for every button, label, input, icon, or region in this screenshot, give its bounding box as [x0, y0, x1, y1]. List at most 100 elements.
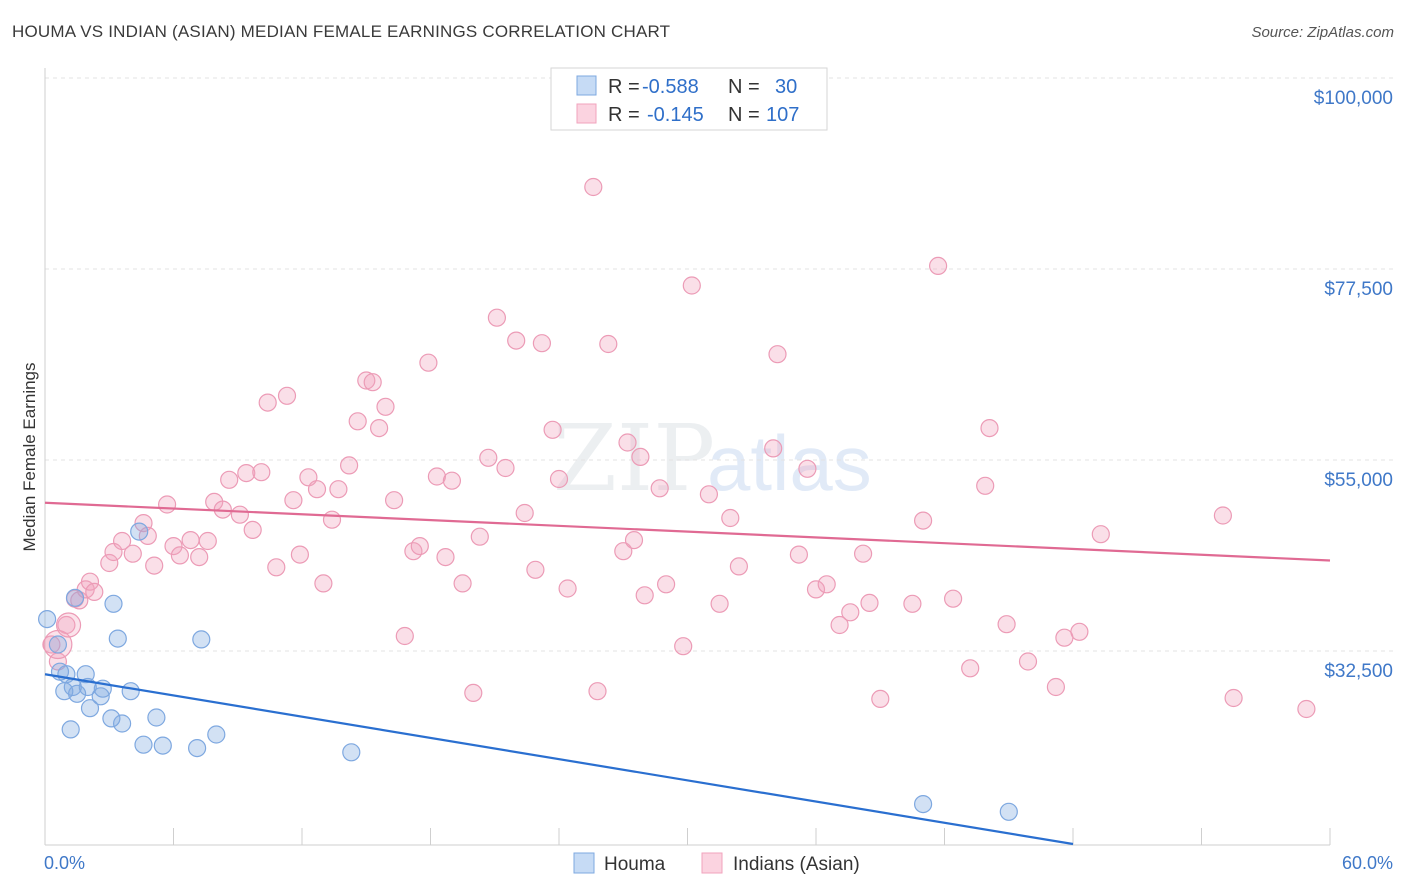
svg-text:ZIP: ZIP	[553, 405, 715, 512]
x-tick-marks	[173, 828, 1331, 845]
legend-label-indians: Indians (Asian)	[733, 854, 860, 875]
zipatlas-watermark: ZIP atlas	[553, 405, 872, 512]
indians-point	[1070, 622, 1089, 641]
houma-point	[342, 743, 361, 762]
indians-point	[267, 558, 286, 577]
y-tick-label: $32,500	[1324, 661, 1393, 682]
indians-point	[1297, 699, 1316, 719]
indians-point	[871, 689, 890, 709]
indians-point	[997, 615, 1016, 634]
indians-trend-line	[44, 501, 1331, 562]
source-label: Source: ZipAtlas.com	[1251, 24, 1394, 41]
houma-point	[999, 802, 1018, 821]
legend-n-label-indians: N =	[728, 104, 760, 126]
indians-point	[487, 308, 506, 327]
chart-title: HOUMA VS INDIAN (ASIAN) MEDIAN FEMALE EA…	[12, 22, 671, 41]
indians-point	[427, 467, 446, 486]
indians-point	[830, 615, 849, 635]
series-indians-asian	[42, 177, 1316, 719]
series-legend: Houma Indians (Asian)	[573, 852, 860, 875]
legend-label-houma: Houma	[604, 854, 666, 875]
indians-point	[80, 572, 100, 591]
indians-point	[798, 459, 817, 478]
indians-point	[599, 334, 618, 354]
indians-point	[624, 530, 644, 550]
indians-point	[496, 458, 515, 478]
indians-point	[410, 536, 429, 556]
legend-box	[550, 67, 828, 131]
x-tick-label-right: 60.0%	[1342, 853, 1393, 873]
houma-point	[108, 629, 127, 648]
houma-point	[188, 738, 207, 758]
indians-point	[526, 560, 545, 579]
legend-r-value-indians: -0.145	[647, 104, 704, 126]
indians-point	[584, 177, 603, 197]
indians-point	[376, 397, 395, 416]
indians-point	[436, 547, 455, 567]
indians-point	[913, 511, 933, 530]
y-tick-label: $100,000	[1314, 88, 1393, 109]
legend-r-value-houma: -0.588	[642, 76, 699, 98]
indians-point	[860, 593, 879, 613]
indians-point	[558, 579, 577, 598]
houma-point	[134, 735, 153, 754]
indians-point	[479, 448, 498, 467]
indians-point	[710, 594, 729, 613]
indians-point	[614, 542, 633, 561]
houma-point	[102, 709, 121, 728]
indians-point	[181, 530, 200, 550]
indians-point	[928, 256, 948, 275]
legend-swatch-houma	[576, 75, 597, 96]
indians-point	[976, 476, 995, 495]
houma-trend-line	[44, 673, 1074, 846]
indians-point	[258, 393, 277, 412]
indians-point	[903, 594, 922, 613]
indians-point	[961, 659, 980, 678]
indians-point	[682, 276, 701, 295]
indians-point	[1046, 677, 1066, 697]
indians-point	[348, 412, 367, 431]
indians-point	[470, 527, 489, 546]
houma-point	[121, 682, 140, 701]
indians-point	[1018, 652, 1038, 671]
houma-point	[207, 725, 226, 744]
svg-text:atlas: atlas	[707, 419, 872, 507]
houma-point	[48, 635, 68, 654]
indians-point	[138, 526, 157, 546]
indians-point	[145, 556, 164, 575]
indians-point	[370, 419, 389, 438]
houma-point	[61, 720, 80, 739]
legend-marker-indians	[701, 852, 723, 874]
indians-point	[123, 544, 142, 563]
indians-point	[789, 545, 809, 564]
indians-point	[363, 373, 382, 392]
indians-point	[340, 456, 359, 475]
series-houma	[37, 522, 1018, 821]
indians-point	[699, 485, 719, 504]
indians-point	[841, 603, 860, 622]
indians-point	[170, 546, 189, 565]
y-tick-label: $55,000	[1324, 470, 1393, 491]
indians-point	[42, 635, 61, 654]
y-tick-labels: $100,000 $77,500 $55,000 $32,500	[1314, 88, 1393, 682]
indians-point	[237, 464, 256, 483]
legend-swatch-indians	[576, 103, 597, 124]
indians-point	[307, 480, 327, 499]
legend-n-value-houma: 30	[775, 76, 797, 98]
indians-point	[395, 626, 414, 646]
houma-point	[37, 609, 57, 629]
indians-point	[464, 683, 483, 703]
houma-point	[112, 714, 132, 733]
indians-point	[1091, 525, 1110, 544]
indians-point	[543, 420, 562, 439]
correlation-legend: R = -0.588 N = 30 R = -0.145 N = 107	[550, 67, 828, 131]
indians-point	[1224, 688, 1243, 708]
indians-point	[635, 586, 654, 605]
houma-point	[913, 794, 933, 814]
indians-point	[532, 334, 552, 353]
grid-lines	[45, 77, 1393, 652]
indians-point	[588, 682, 607, 701]
indians-point	[329, 480, 348, 499]
legend-r-label-indians: R =	[608, 104, 640, 126]
